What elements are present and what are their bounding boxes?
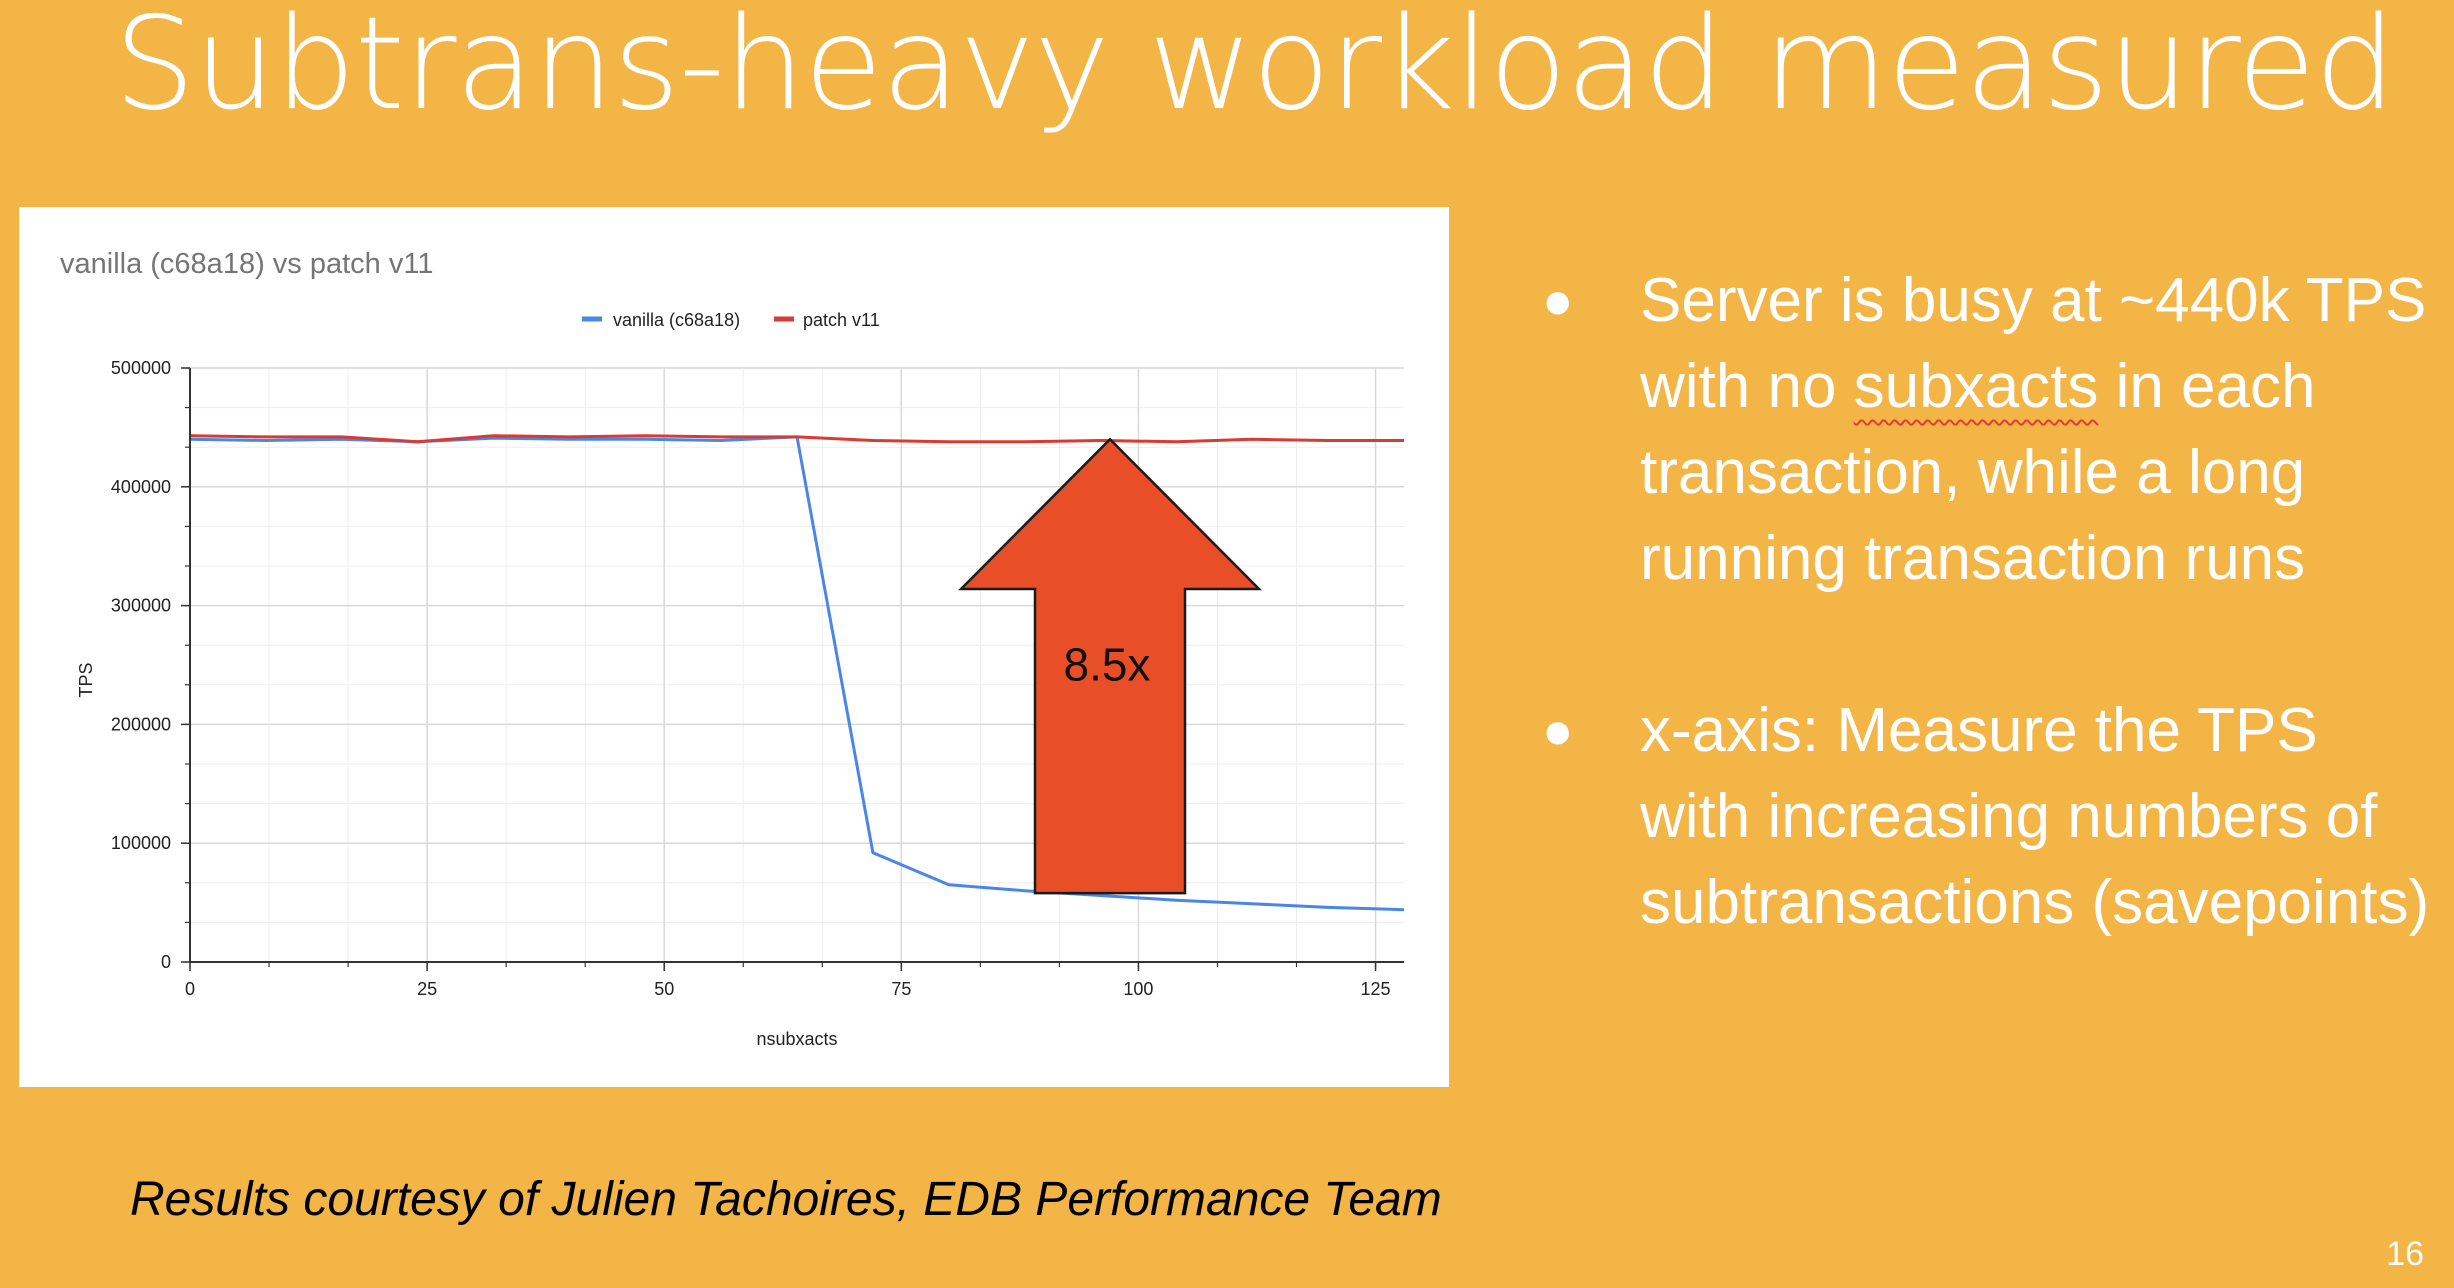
series-line-vanilla: [189, 435, 1405, 912]
data-point-patch: [264, 435, 268, 439]
y-tick-label: 0: [161, 952, 171, 972]
data-point-vanilla: [1250, 902, 1254, 906]
y-tick-label: 200000: [111, 714, 171, 734]
credit-line: Results courtesy of Julien Tachoires, ED…: [130, 1173, 1442, 1226]
data-point-vanilla: [947, 883, 951, 887]
series-line-patch: [189, 434, 1404, 444]
data-point-vanilla: [1023, 889, 1027, 893]
y-axis-label: TPS: [76, 662, 96, 697]
data-point-vanilla: [719, 438, 723, 442]
x-tick-label: 25: [417, 979, 437, 999]
y-tick-label: 100000: [111, 833, 171, 853]
data-point-vanilla: [1402, 908, 1406, 912]
data-point-patch: [340, 435, 344, 439]
x-tick-label: 50: [654, 979, 674, 999]
chart-legend: vanilla (c68a18) patch v11: [582, 310, 880, 330]
series-lines: [189, 434, 1405, 912]
data-point-patch: [492, 434, 496, 438]
x-tick-label: 125: [1361, 979, 1391, 999]
x-axis-label: nsubxacts: [756, 1029, 837, 1049]
chart-title: vanilla (c68a18) vs patch v11: [60, 248, 433, 280]
bullet-text-start: Server is busy at ~440k TPS with no: [1640, 266, 2427, 421]
data-point-patch: [1250, 437, 1254, 441]
slide-title: Subtrans-heavy workload measured: [114, 0, 2396, 139]
legend-label-vanilla: vanilla (c68a18): [613, 310, 740, 330]
y-tick-label: 300000: [111, 596, 171, 616]
x-tick-label: 100: [1123, 979, 1153, 999]
chart-panel: vanilla (c68a18) vs patch v11 vanilla (c…: [19, 207, 1449, 1087]
bullet-text-end: in each transaction, while a long runnin…: [1640, 352, 2316, 593]
series-points: [188, 434, 1406, 912]
bullet-list: ● Server is busy at ~440k TPS with no sub…: [1540, 258, 2440, 1032]
bullet-text: x-axis: Measure the TPS with increasing …: [1640, 696, 2430, 937]
data-point-patch: [416, 440, 420, 444]
data-point-vanilla: [264, 438, 268, 442]
x-tick-label: 75: [891, 979, 911, 999]
data-point-vanilla: [643, 437, 647, 441]
data-point-patch: [1326, 438, 1330, 442]
legend-label-patch: patch v11: [803, 310, 880, 330]
y-tick-label: 500000: [111, 358, 171, 378]
data-point-patch: [567, 435, 571, 439]
data-point-patch: [719, 435, 723, 439]
bullet-dot-icon: ●: [1542, 702, 1574, 760]
bullet-item: ● x-axis: Measure the TPS with increasing…: [1540, 688, 2440, 946]
spellcheck-flagged-word: subxacts: [1853, 352, 2099, 421]
bullet-dot-icon: ●: [1542, 272, 1574, 330]
axis-ticks: 0 25 50 75 100 125 0 100000 200000 300000 400000 50…: [111, 358, 1391, 999]
axes: [189, 368, 1404, 963]
data-point-vanilla: [1174, 898, 1178, 902]
data-point-patch: [1099, 438, 1103, 442]
page-number: 16: [2386, 1235, 2424, 1273]
data-point-patch: [947, 440, 951, 444]
data-point-patch: [643, 434, 647, 438]
grid-lines: [189, 367, 1404, 963]
y-tick-label: 400000: [111, 477, 171, 497]
data-point-patch: [1402, 438, 1406, 442]
data-point-vanilla: [1326, 905, 1330, 909]
data-point-patch: [871, 438, 875, 442]
up-arrow-icon: [957, 437, 1263, 895]
data-point-vanilla: [871, 851, 875, 855]
tps-line-chart: vanilla (c68a18) vs patch v11 vanilla (c…: [60, 248, 1406, 1049]
data-point-patch: [795, 435, 799, 439]
x-tick-label: 0: [185, 979, 195, 999]
speedup-label: 8.5x: [1064, 638, 1151, 690]
data-point-patch: [1174, 440, 1178, 444]
bullet-item: ● Server is busy at ~440k TPS with no sub…: [1540, 258, 2440, 602]
data-point-patch: [1023, 440, 1027, 444]
improvement-arrow: 8.5x: [957, 437, 1263, 895]
